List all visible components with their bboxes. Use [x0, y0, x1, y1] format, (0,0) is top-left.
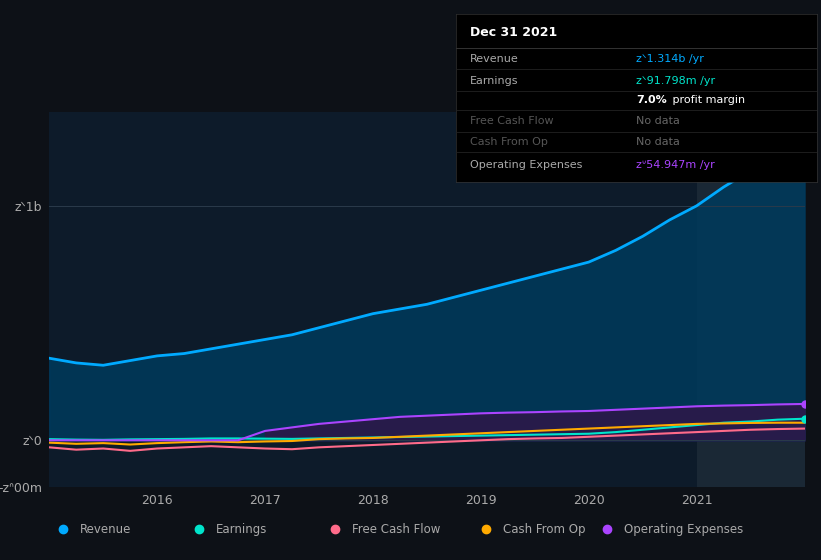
- Text: Cash From Op: Cash From Op: [502, 522, 585, 536]
- Text: No data: No data: [636, 116, 680, 127]
- Text: Free Cash Flow: Free Cash Flow: [470, 116, 553, 127]
- Bar: [697, 112, 810, 487]
- Text: zᐠ91.798m /yr: zᐠ91.798m /yr: [636, 76, 715, 86]
- Text: Revenue: Revenue: [470, 54, 519, 64]
- Text: Earnings: Earnings: [216, 522, 267, 536]
- Text: Free Cash Flow: Free Cash Flow: [351, 522, 440, 536]
- Text: Dec 31 2021: Dec 31 2021: [470, 26, 557, 39]
- Text: profit margin: profit margin: [669, 95, 745, 105]
- Text: zᐡ54.947m /yr: zᐡ54.947m /yr: [636, 160, 715, 170]
- Text: 7.0%: 7.0%: [636, 95, 667, 105]
- Text: Earnings: Earnings: [470, 76, 519, 86]
- Text: Cash From Op: Cash From Op: [470, 137, 548, 147]
- Text: No data: No data: [636, 137, 680, 147]
- Text: zᐠ1.314b /yr: zᐠ1.314b /yr: [636, 54, 704, 64]
- Text: Operating Expenses: Operating Expenses: [470, 160, 582, 170]
- Text: Operating Expenses: Operating Expenses: [623, 522, 743, 536]
- Text: Revenue: Revenue: [80, 522, 131, 536]
